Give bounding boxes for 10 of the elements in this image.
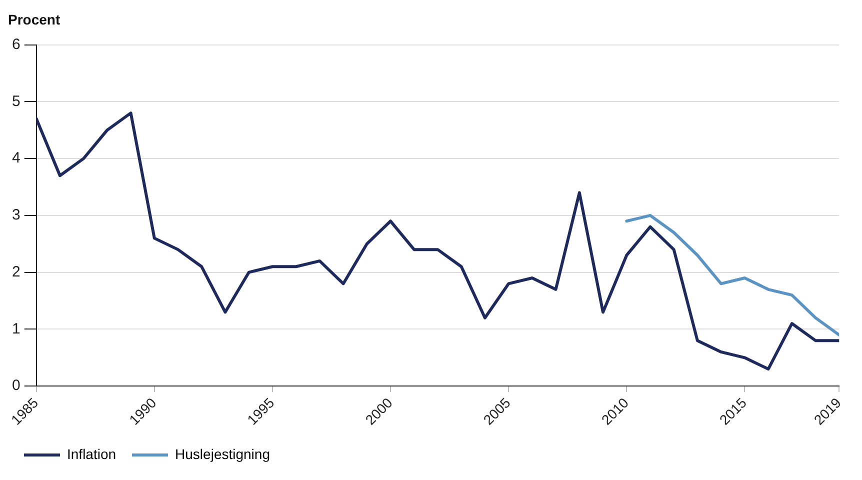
- y-tick-label: 1: [12, 320, 20, 338]
- y-tick-label: 0: [12, 377, 20, 394]
- legend-label: Huslejestigning: [175, 446, 270, 462]
- y-tick-label: 4: [12, 150, 20, 167]
- y-tick-label: 5: [12, 92, 20, 110]
- y-tick-label: 3: [12, 206, 20, 224]
- legend-label: Inflation: [67, 446, 116, 462]
- y-tick-label: 2: [12, 263, 20, 280]
- y-tick-label: 6: [12, 36, 20, 53]
- y-axis-title: Procent: [8, 11, 60, 28]
